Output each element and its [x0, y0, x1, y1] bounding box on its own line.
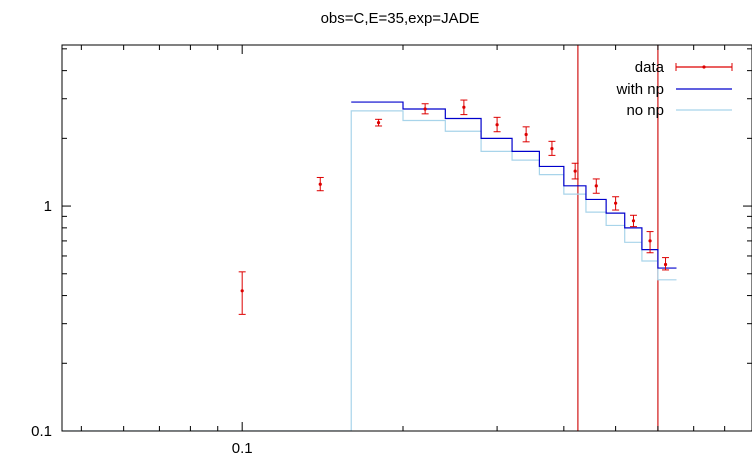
data-point	[421, 103, 429, 115]
data-marker	[495, 123, 499, 127]
data-point	[646, 231, 654, 254]
legend: data with np no np	[615, 59, 733, 119]
data-marker	[648, 239, 652, 243]
data-point	[612, 196, 620, 211]
legend-label-data: data	[635, 59, 665, 76]
data-point	[662, 257, 670, 271]
data-marker	[318, 182, 322, 186]
legend-label-with-np: with np	[615, 81, 664, 98]
legend-marker	[702, 65, 706, 69]
data-marker	[550, 147, 554, 151]
data-marker	[573, 169, 577, 173]
data-marker	[376, 120, 381, 125]
series-line-with-np	[351, 101, 677, 269]
data-marker	[240, 289, 244, 293]
y-tick-label: 1	[44, 198, 52, 215]
data-marker	[462, 105, 466, 109]
data-point	[238, 271, 246, 315]
data-marker	[524, 132, 528, 137]
x-tick-label: 0.1	[232, 440, 253, 457]
plot-border	[61, 44, 752, 432]
plot-area	[62, 45, 677, 431]
data-marker	[631, 219, 636, 223]
data-marker	[423, 107, 427, 111]
axes: 0.1 0.1 1	[31, 44, 752, 457]
data-point	[592, 178, 600, 194]
data-point	[522, 126, 530, 143]
y-tick-label: 0.1	[31, 423, 52, 440]
data-point	[629, 214, 637, 228]
data-marker	[663, 262, 668, 267]
legend-label-no-np: no np	[626, 102, 664, 119]
data-point	[316, 176, 324, 192]
data-point	[460, 99, 468, 116]
data-point	[548, 140, 556, 156]
data-marker	[614, 201, 618, 205]
data-marker	[594, 184, 598, 188]
data-point	[375, 118, 383, 127]
chart-title: obs=C,E=35,exp=JADE	[321, 10, 480, 27]
data-point	[493, 116, 501, 133]
series-line-no-np	[62, 110, 677, 431]
data-point	[571, 162, 579, 180]
